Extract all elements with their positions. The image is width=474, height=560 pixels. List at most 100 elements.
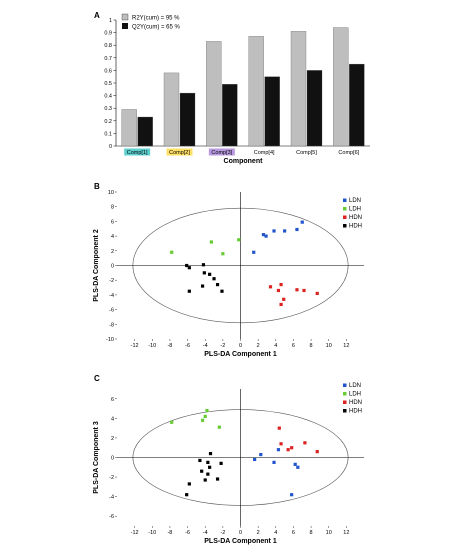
point-hdh xyxy=(203,478,207,482)
legend-label-r2y: R2Y(cum) = 95 % xyxy=(132,16,180,22)
point-ldh xyxy=(221,252,225,256)
y-tick-label: 1 xyxy=(109,18,112,24)
y-tick-label: -2 xyxy=(109,475,114,481)
point-hdn xyxy=(295,288,299,292)
point-hdh xyxy=(202,271,206,275)
legend-label-hdn: HDN xyxy=(349,400,362,406)
point-ldh xyxy=(203,414,207,418)
category-label: Comp[1] xyxy=(127,150,148,156)
category-label: Comp[4] xyxy=(254,150,275,156)
x-tick-label: 0 xyxy=(239,343,242,349)
panel-b-scatter-plot: B -12 -10 -8 -6 -4 -2 0 2 4 6 8 10 12 -10 -8 -6 -4 -2 0 2 4 6… xyxy=(93,182,364,358)
x-tick-label: -4 xyxy=(203,530,208,536)
legend-label-q2y: Q2Y(cum) = 65 % xyxy=(132,25,181,31)
point-hdh xyxy=(206,472,210,476)
category-label: Comp[3] xyxy=(211,150,232,156)
bar-q2y-6 xyxy=(349,63,365,147)
point-ldn xyxy=(293,462,297,466)
panel-a-letter: A xyxy=(94,11,100,20)
legend-swatch-ldn xyxy=(343,383,347,387)
category-highlight xyxy=(166,148,193,156)
bar-r2y-5 xyxy=(290,31,307,147)
panel-a-category-labels: Comp[1] Comp[2] Comp[3] Comp[4] Comp[5] Comp[… xyxy=(124,148,360,156)
category-highlight xyxy=(208,148,235,156)
point-hdh xyxy=(208,272,212,276)
y-tick-label: 0.1 xyxy=(104,131,112,137)
bar-r2y-2 xyxy=(163,72,180,147)
x-tick-label: 0 xyxy=(239,530,242,536)
y-tick-label: 10 xyxy=(108,190,114,196)
x-tick-label: 8 xyxy=(310,343,313,349)
x-tick-label: 4 xyxy=(274,530,277,536)
panel-c-letter: C xyxy=(94,374,100,383)
y-tick-label: -6 xyxy=(109,308,114,314)
legend-label-ldn: LDN xyxy=(349,198,361,204)
y-tick-label: -10 xyxy=(106,337,114,343)
panel-a-x-axis-title: Component xyxy=(224,158,264,165)
x-tick-label: -10 xyxy=(148,343,156,349)
point-hdh xyxy=(185,493,189,497)
x-tick-label: -6 xyxy=(185,530,190,536)
x-tick-label: 10 xyxy=(326,343,332,349)
category-label: Comp[2] xyxy=(169,150,190,156)
point-hdn xyxy=(277,426,281,430)
x-tick-label: 4 xyxy=(274,343,277,349)
x-tick-label: -10 xyxy=(148,530,156,536)
point-ldh xyxy=(237,238,241,242)
y-tick-label: 0.3 xyxy=(104,106,112,112)
point-hdn xyxy=(315,291,319,296)
point-hdn xyxy=(279,283,283,287)
panel-c-y-axis-title: PLS-DA Component 3 xyxy=(93,421,100,494)
point-ldn xyxy=(264,234,268,238)
point-hdh xyxy=(187,482,191,486)
point-ldn xyxy=(295,227,299,232)
point-hdh xyxy=(208,465,212,469)
legend-swatch-hdh xyxy=(343,409,347,413)
x-tick-label: 2 xyxy=(257,530,260,536)
y-tick-label: 4 xyxy=(111,234,114,240)
point-hdh xyxy=(212,277,216,281)
x-tick-label: 6 xyxy=(292,530,295,536)
x-tick-label: -6 xyxy=(185,343,190,349)
x-tick-label: -2 xyxy=(220,530,225,536)
bar-q2y-4 xyxy=(264,76,280,147)
category-label: Comp[5] xyxy=(296,150,317,156)
category-label: Comp[6] xyxy=(338,150,359,156)
y-tick-label: 8 xyxy=(111,205,114,211)
point-ldh xyxy=(209,240,213,244)
point-hdn xyxy=(282,297,286,301)
panel-c-scatter-plot: C -12 -10 -8 -6 -4 -2 0 2 4 6 8 10 12 -6 -4 -2 0 2 4 6 PLS-D… xyxy=(93,374,364,545)
y-tick-label: 6 xyxy=(111,397,114,403)
point-ldh xyxy=(170,250,174,254)
legend-label-ldn: LDN xyxy=(349,383,361,389)
point-hdn xyxy=(279,442,283,446)
point-hdh xyxy=(220,289,224,293)
point-ldn xyxy=(253,457,257,462)
point-hdh xyxy=(198,458,202,463)
point-hdn xyxy=(315,450,319,454)
point-hdh xyxy=(187,289,191,293)
legend-swatch-ldn xyxy=(343,198,347,202)
x-tick-label: -8 xyxy=(167,343,172,349)
panel-a-y-ticks: 0 0.1 0.2 0.3 0.4 0.5 0.6 0.7 0.8 0.9 1 xyxy=(104,18,116,150)
point-ldn xyxy=(272,229,276,233)
bar-r2y-1 xyxy=(121,109,137,147)
y-tick-label: -4 xyxy=(109,495,114,501)
point-hdn xyxy=(302,288,306,293)
legend-label-ldh: LDH xyxy=(349,207,361,213)
legend-swatch-ldh xyxy=(343,207,347,211)
point-ldn xyxy=(296,465,300,469)
point-ldn xyxy=(290,493,294,497)
panel-b-y-axis-title: PLS-DA Component 2 xyxy=(93,229,100,302)
y-tick-label: 0 xyxy=(111,456,114,462)
x-tick-label: -4 xyxy=(203,343,208,349)
point-hdh xyxy=(200,469,204,473)
x-tick-label: 12 xyxy=(343,343,349,349)
point-hdh xyxy=(208,451,213,456)
legend-label-ldh: LDH xyxy=(349,392,361,398)
y-tick-label: -2 xyxy=(109,278,114,284)
legend-swatch-hdh xyxy=(343,224,347,228)
point-ldh xyxy=(205,408,209,413)
point-hdh xyxy=(215,283,220,287)
